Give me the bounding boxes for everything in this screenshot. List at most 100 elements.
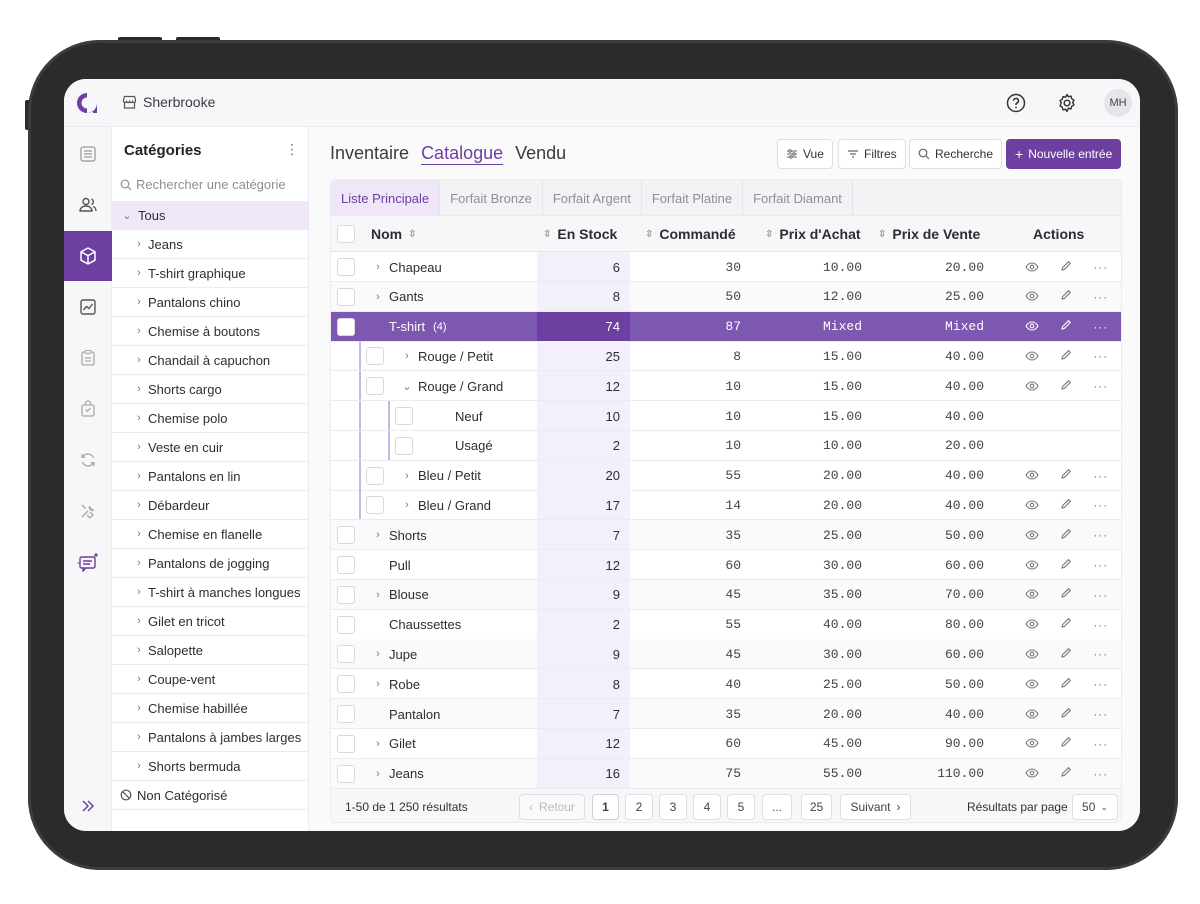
more-icon[interactable]: ··· (1093, 289, 1109, 304)
eye-icon[interactable] (1025, 349, 1039, 364)
row-checkbox[interactable] (366, 347, 384, 366)
category-item[interactable]: › Débardeur (112, 491, 309, 520)
chevron-right-icon[interactable]: › (376, 767, 380, 780)
chevron-right-icon[interactable]: › (405, 469, 409, 482)
box-icon[interactable] (64, 231, 112, 281)
table-row[interactable]: Usagé 2 10 10.00 20.00 (331, 430, 1121, 461)
more-icon[interactable]: ··· (1093, 617, 1109, 632)
column-ordered[interactable]: ⇳ Commandé (645, 216, 736, 252)
row-checkbox[interactable] (337, 705, 355, 723)
edit-icon[interactable] (1060, 647, 1072, 662)
category-item[interactable]: › Pantalons de jogging (112, 549, 309, 578)
category-item[interactable]: › Pantalons chino (112, 288, 309, 317)
eye-icon[interactable] (1025, 736, 1039, 751)
table-row[interactable]: Pull 12 60 30.00 60.00 ··· (331, 550, 1121, 580)
row-checkbox[interactable] (337, 675, 355, 694)
eye-icon[interactable] (1025, 319, 1039, 334)
tab-inventaire[interactable]: Inventaire (330, 143, 410, 163)
more-icon[interactable]: ··· (1093, 468, 1109, 483)
column-stock[interactable]: ⇳ En Stock (543, 216, 617, 252)
more-icon[interactable]: ··· (1093, 647, 1109, 662)
row-checkbox[interactable] (337, 287, 355, 306)
row-checkbox[interactable] (337, 764, 355, 783)
new-entry-button[interactable]: + Nouvelle entrée (1006, 139, 1122, 169)
more-icon[interactable]: ··· (1093, 528, 1109, 543)
row-checkbox[interactable] (337, 615, 355, 634)
help-icon[interactable] (1005, 92, 1027, 114)
row-checkbox[interactable] (337, 734, 355, 753)
table-row[interactable]: › Gilet 12 60 45.00 90.00 ··· (331, 728, 1121, 759)
category-item-all[interactable]: ⌄ Tous (112, 201, 309, 230)
avatar[interactable]: MH (1104, 89, 1132, 117)
chevron-right-icon[interactable]: › (376, 261, 380, 273)
chevron-right-icon[interactable]: › (376, 678, 380, 691)
category-item[interactable]: › Chemise habillée (112, 694, 309, 723)
chart-icon[interactable] (64, 282, 112, 332)
next-page-button[interactable]: Suivant › (840, 794, 911, 820)
eye-icon[interactable] (1025, 587, 1039, 602)
category-item-uncategorized[interactable]: Non Catégorisé (112, 781, 309, 810)
edit-icon[interactable] (1060, 319, 1072, 334)
category-item[interactable]: › Gilet en tricot (112, 607, 309, 636)
edit-icon[interactable] (1060, 558, 1072, 573)
row-checkbox[interactable] (337, 526, 355, 545)
table-row[interactable]: › Rouge / Petit 25 8 15.00 40.00 ··· (331, 341, 1121, 372)
eye-icon[interactable] (1025, 707, 1039, 722)
eye-icon[interactable] (1025, 647, 1039, 662)
table-row[interactable]: Pantalon 7 35 20.00 40.00 ··· (331, 699, 1121, 729)
app-logo-icon[interactable] (75, 91, 99, 115)
page-button[interactable]: 1 (592, 794, 619, 820)
row-checkbox[interactable] (395, 407, 413, 425)
row-checkbox[interactable] (395, 436, 413, 455)
tab-catalogue[interactable]: Catalogue (421, 143, 504, 163)
more-icon[interactable]: ··· (1093, 677, 1109, 692)
prev-page-button[interactable]: ‹ Retour (519, 794, 585, 820)
chevron-right-icon[interactable]: › (376, 648, 380, 661)
tab-vendu[interactable]: Vendu (515, 143, 567, 163)
edit-icon[interactable] (1060, 617, 1072, 632)
search-button[interactable]: Recherche (909, 139, 1003, 169)
page-button[interactable]: 5 (727, 794, 755, 820)
more-icon[interactable]: ··· (1093, 349, 1109, 364)
category-item[interactable]: › Shorts cargo (112, 375, 309, 404)
page-button[interactable]: 25 (801, 794, 832, 820)
category-item[interactable]: › Coupe-vent (112, 665, 309, 694)
category-item[interactable]: › Veste en cuir (112, 433, 309, 462)
page-button[interactable]: 2 (625, 794, 653, 820)
page-button[interactable]: 4 (693, 794, 721, 820)
users-icon[interactable] (64, 180, 112, 230)
subtab-forfait-bronze[interactable]: Forfait Bronze (440, 180, 543, 216)
edit-icon[interactable] (1060, 260, 1072, 275)
row-checkbox[interactable] (337, 585, 355, 604)
bag-icon[interactable] (64, 384, 112, 434)
eye-icon[interactable] (1025, 468, 1039, 483)
more-icon[interactable]: ··· (1093, 379, 1109, 394)
table-row[interactable]: › Robe 8 40 25.00 50.00 ··· (331, 669, 1121, 700)
more-icon[interactable]: ··· (1093, 319, 1109, 334)
clipboard-icon[interactable] (64, 333, 112, 383)
chevron-right-icon[interactable]: › (376, 737, 380, 750)
edit-icon[interactable] (1060, 707, 1072, 722)
row-checkbox[interactable] (366, 466, 384, 485)
chevron-right-icon[interactable]: › (376, 290, 380, 303)
category-item[interactable]: › Pantalons à jambes larges (112, 723, 309, 752)
category-item[interactable]: › T-shirt à manches longues (112, 578, 309, 607)
chevron-down-icon[interactable]: ⌄ (402, 380, 412, 393)
category-item[interactable]: › T-shirt graphique (112, 259, 309, 288)
edit-icon[interactable] (1060, 736, 1072, 751)
category-item[interactable]: › Salopette (112, 636, 309, 665)
eye-icon[interactable] (1025, 260, 1039, 275)
double-chevron-right-icon[interactable] (64, 781, 112, 831)
filters-button[interactable]: Filtres (838, 139, 906, 169)
more-icon[interactable]: ··· (1093, 498, 1109, 513)
per-page-select[interactable]: 50 ⌄ (1072, 794, 1118, 820)
more-icon[interactable]: ··· (1093, 766, 1109, 781)
view-button[interactable]: Vue (777, 139, 833, 169)
more-icon[interactable]: ··· (1093, 587, 1109, 602)
edit-icon[interactable] (1060, 349, 1072, 364)
row-checkbox[interactable] (366, 377, 384, 396)
eye-icon[interactable] (1025, 617, 1039, 632)
chevron-right-icon[interactable]: › (376, 529, 380, 542)
edit-icon[interactable] (1060, 379, 1072, 394)
chevron-down-icon[interactable]: ⌄ (373, 321, 383, 334)
